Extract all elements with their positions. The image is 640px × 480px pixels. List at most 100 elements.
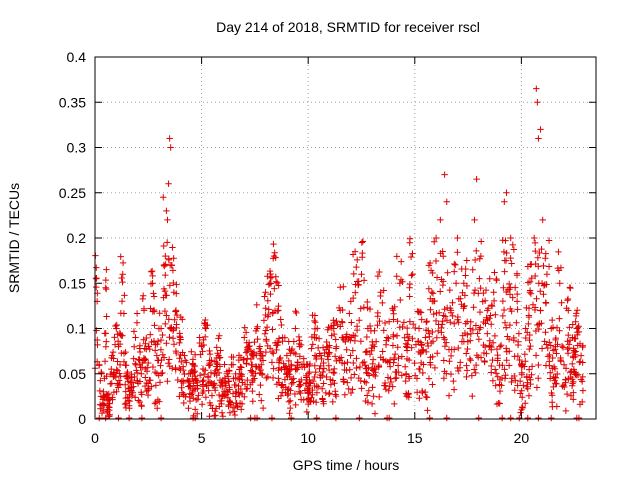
data-point-cloud <box>503 348 510 355</box>
data-point-cloud <box>269 374 277 382</box>
data-point-cloud <box>349 386 356 393</box>
data-point-cloud <box>116 370 123 377</box>
data-point-cloud <box>330 330 338 338</box>
data-point-cloud <box>111 334 118 341</box>
data-point-cloud <box>463 350 470 357</box>
data-point-cloud <box>143 334 150 342</box>
data-point-cloud <box>431 364 439 372</box>
data-point-cloud <box>518 387 525 395</box>
data-point-cloud <box>93 274 100 282</box>
data-point-cloud <box>297 389 304 397</box>
data-point <box>501 198 508 205</box>
data-point-cloud <box>100 406 107 414</box>
data-point-cloud <box>491 366 499 373</box>
data-point-cloud <box>150 338 158 346</box>
data-point-cloud <box>177 336 184 343</box>
data-point-cloud <box>562 365 570 372</box>
data-point-cloud <box>156 379 164 386</box>
data-point-cloud <box>527 290 535 297</box>
y-tick-label: 0.2 <box>67 230 87 246</box>
data-point-cloud <box>437 288 444 295</box>
data-point-cloud <box>357 338 365 345</box>
zero-marker <box>426 414 433 422</box>
data-point-cloud <box>252 363 259 370</box>
data-point-cloud <box>271 285 278 292</box>
data-point-cloud <box>248 361 255 369</box>
data-point-cloud <box>319 368 327 376</box>
data-point-cloud <box>533 295 540 302</box>
data-point-cloud <box>130 328 138 335</box>
data-point-cloud <box>488 321 495 328</box>
data-point-cloud <box>247 381 254 389</box>
data-point-cloud <box>93 283 100 291</box>
data-point-cloud <box>176 330 183 337</box>
data-point-cloud <box>189 366 197 373</box>
data-point-cloud <box>313 355 320 363</box>
data-point-cloud <box>330 369 337 376</box>
data-point-cloud <box>331 380 338 387</box>
data-point-cloud <box>292 366 300 373</box>
data-point-cloud <box>497 342 505 349</box>
data-point-cloud <box>277 354 284 362</box>
data-point-cloud <box>157 346 165 353</box>
data-point-cloud <box>446 286 454 294</box>
data-point-cloud <box>406 293 413 300</box>
data-point-cloud <box>463 362 470 369</box>
data-point-cloud <box>514 290 521 298</box>
data-point <box>163 207 170 215</box>
y-tick-label: 0.3 <box>67 140 87 156</box>
data-point-cloud <box>496 362 503 369</box>
data-point-cloud <box>403 370 410 378</box>
zero-marker <box>575 414 583 422</box>
data-point <box>443 198 450 205</box>
data-point-cloud <box>390 333 397 340</box>
data-point-cloud <box>106 400 113 407</box>
data-point-cloud <box>311 317 318 325</box>
data-point-cloud <box>186 390 193 397</box>
data-point-cloud <box>304 361 311 368</box>
data-point-cloud <box>150 293 158 300</box>
data-point-cloud <box>252 327 260 335</box>
data-point-cloud <box>269 326 276 333</box>
data-point-cloud <box>533 384 541 391</box>
zero-marker <box>102 414 109 422</box>
data-point-cloud <box>413 389 421 396</box>
data-point-cloud <box>506 321 514 329</box>
data-point-cloud <box>499 297 507 305</box>
data-point-cloud <box>520 382 527 389</box>
data-point-cloud <box>515 330 523 337</box>
data-point-cloud <box>405 356 413 364</box>
zero-marker <box>268 414 276 422</box>
data-point-cloud <box>362 397 369 405</box>
data-point-cloud <box>393 273 400 280</box>
data-point-cloud <box>319 395 326 402</box>
data-point-cloud <box>480 341 487 349</box>
data-point-cloud <box>137 364 144 371</box>
data-point-cloud <box>424 342 432 350</box>
data-point-cloud <box>285 338 292 345</box>
data-point-cloud <box>440 375 448 382</box>
data-point-cloud <box>496 387 504 395</box>
data-point-cloud <box>274 279 281 286</box>
data-point-cloud <box>331 353 339 360</box>
data-point-cloud <box>393 253 401 260</box>
data-point-cloud <box>552 334 560 342</box>
data-point-cloud <box>241 324 248 331</box>
data-point-cloud <box>434 350 441 357</box>
data-point-cloud <box>216 354 224 361</box>
data-point-cloud <box>537 288 544 295</box>
data-point-cloud <box>566 324 573 331</box>
data-point-cloud <box>300 355 307 362</box>
data-point-cloud <box>358 385 365 392</box>
axis-ticks: 0 0.05 0.1 0.15 0.2 0.25 0.3 0.35 0.4 0 5 10 15 20 <box>59 49 596 446</box>
data-point-cloud <box>201 333 209 341</box>
data-point-cloud <box>125 397 132 404</box>
data-point <box>241 334 248 341</box>
data-point-cloud <box>173 311 181 319</box>
data-point-cloud <box>464 331 471 338</box>
data-point-cloud <box>536 249 543 257</box>
data-point-cloud <box>251 375 258 382</box>
data-point-cloud <box>124 394 131 401</box>
data-point-cloud <box>572 312 580 320</box>
data-point-cloud <box>297 382 304 389</box>
